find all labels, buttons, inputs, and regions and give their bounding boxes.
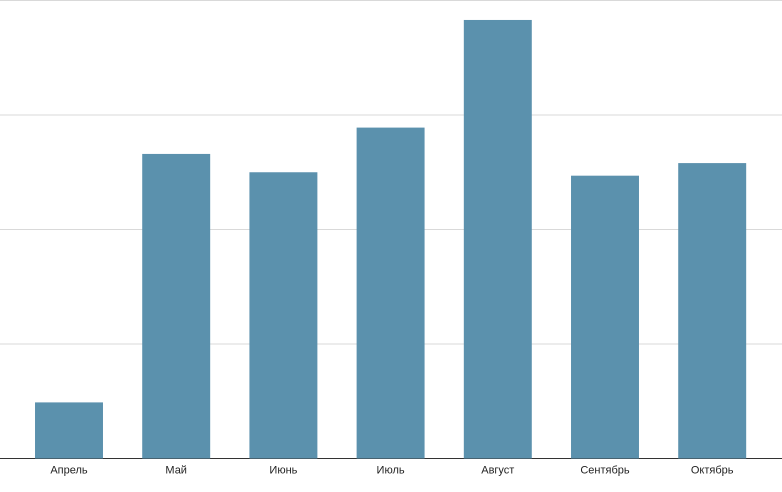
x-tick-label: Апрель [50, 464, 88, 476]
x-tick-label: Май [165, 464, 187, 476]
bar [35, 402, 103, 459]
x-tick-label: Октябрь [691, 464, 734, 476]
x-tick-label: Июнь [269, 464, 297, 476]
bar [678, 163, 747, 459]
bar [249, 172, 318, 459]
x-tick-label: Сентябрь [580, 464, 630, 476]
x-tick-label: Июль [377, 464, 405, 476]
bar [571, 175, 639, 459]
bar [356, 127, 425, 459]
bar [463, 19, 532, 459]
x-tick-label: Август [481, 464, 514, 476]
bar [142, 153, 211, 459]
